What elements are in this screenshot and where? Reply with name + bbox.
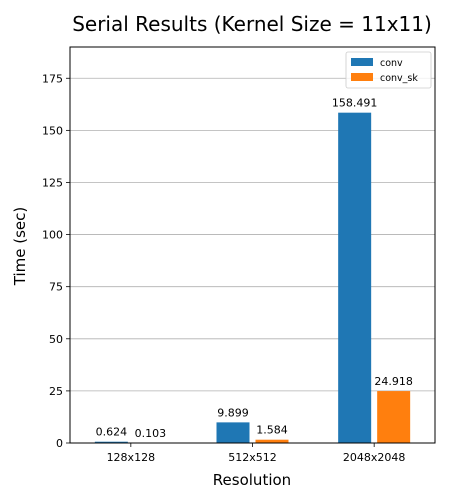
bar-conv-512x512 — [216, 422, 250, 443]
data-label: 0.103 — [135, 427, 167, 440]
x-tick-label: 128x128 — [107, 451, 156, 464]
x-tick-label: 2048x2048 — [343, 451, 406, 464]
y-tick-label: 100 — [42, 229, 63, 242]
bars — [94, 112, 411, 443]
y-axis-ticks: 0 25 50 75 100 125 150 175 — [42, 72, 70, 450]
bar-conv_sk-2048x2048 — [377, 391, 411, 443]
bar-conv-2048x2048 — [338, 112, 372, 443]
chart-title: Serial Results (Kernel Size = 11x11) — [72, 12, 432, 36]
y-tick-label: 175 — [42, 72, 63, 85]
x-axis-label: Resolution — [213, 471, 291, 489]
bar-conv-128x128 — [94, 441, 128, 443]
legend-label-conv: conv — [380, 58, 403, 69]
y-tick-label: 125 — [42, 176, 63, 189]
bar-conv_sk-512x512 — [255, 439, 289, 443]
data-labels: 0.624 0.103 9.899 1.584 158.491 24.918 — [96, 97, 413, 440]
y-tick-label: 75 — [49, 281, 63, 294]
x-axis-ticks: 128x128 512x512 2048x2048 — [107, 443, 406, 464]
legend-swatch-conv_sk — [351, 73, 373, 81]
data-label: 24.918 — [374, 375, 413, 388]
legend-swatch-conv — [351, 58, 373, 66]
y-tick-label: 0 — [56, 437, 63, 450]
y-tick-label: 25 — [49, 385, 63, 398]
grid-lines — [70, 77, 435, 444]
y-axis-label: Time (sec) — [11, 207, 29, 286]
data-label: 9.899 — [217, 406, 249, 419]
data-label: 158.491 — [332, 97, 378, 110]
data-label: 0.624 — [96, 426, 128, 439]
x-tick-label: 512x512 — [228, 451, 277, 464]
legend: conv conv_sk — [345, 51, 432, 89]
y-tick-label: 50 — [49, 333, 63, 346]
data-label: 1.584 — [256, 424, 288, 437]
y-tick-label: 150 — [42, 124, 63, 137]
legend-label-conv_sk: conv_sk — [380, 73, 418, 84]
